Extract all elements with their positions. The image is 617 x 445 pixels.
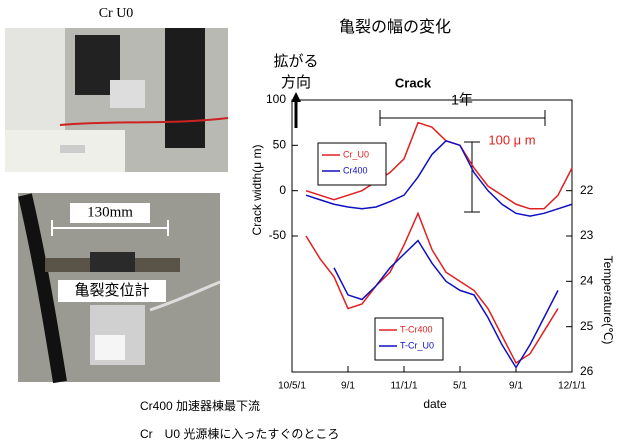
legend-label: T-Cr400 (400, 324, 433, 334)
x-tick-label: 9/1 (509, 381, 523, 392)
annotation: Crack (395, 75, 432, 90)
y-axis-label: Crack width(μ m) (250, 145, 264, 236)
y-tick-label: -50 (269, 228, 287, 242)
y2-tick-label: 24 (580, 274, 594, 288)
caption: Cr U0 光源棟に入ったすぐのところ (140, 426, 339, 441)
y2-tick-label: 26 (580, 364, 594, 378)
x-tick-label: 12/1/1 (558, 381, 586, 392)
chart-title: 亀裂の幅の変化 (339, 18, 451, 36)
y-tick-label: 0 (279, 183, 286, 197)
caption: Cr400 加速器棟最下流 (140, 398, 260, 413)
y2-tick-label: 22 (580, 183, 594, 197)
slide: Cr U0 130mm 亀裂変位計 Cr400 加速器棟最下流 Cr U0 光源… (0, 0, 617, 445)
x-tick-label: 10/5/1 (278, 381, 306, 392)
x-axis-label: date (423, 397, 447, 411)
legend-label: Cr400 (343, 165, 368, 175)
y2-tick-label: 23 (580, 228, 594, 242)
sensor-label: 亀裂変位計 (74, 282, 149, 299)
y-tick-label: 100 (266, 92, 286, 106)
series-line (334, 241, 558, 368)
annotation: 方向 (281, 74, 311, 91)
x-tick-label: 11/1/1 (390, 381, 417, 392)
page: {"page": {"photo_label": "Cr U0", "scale… (0, 0, 617, 445)
y2-tick-label: 25 (580, 319, 594, 333)
photo-label: Cr U0 (99, 6, 134, 21)
legend-label: Cr_U0 (343, 149, 369, 159)
y2-axis-label: Temperature(℃) (601, 256, 615, 345)
legend-label: T-Cr_U0 (400, 340, 434, 350)
x-tick-label: 9/1 (341, 381, 355, 392)
annotation: 100 μ m (488, 132, 535, 147)
annotation: 拡がる (273, 53, 318, 70)
y-tick-label: 50 (273, 138, 287, 152)
x-tick-label: 5/1 (453, 381, 467, 392)
photo-top (5, 28, 228, 172)
scale-label: 130mm (87, 204, 133, 220)
